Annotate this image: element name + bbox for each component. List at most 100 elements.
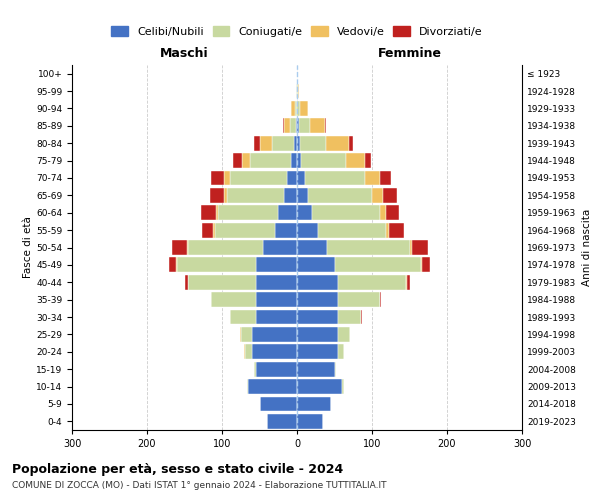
Bar: [287, 170, 297, 186]
Bar: [250, 153, 291, 168]
Y-axis label: Fasce di età: Fasce di età: [23, 216, 33, 278]
Bar: [245, 344, 252, 359]
Bar: [210, 188, 223, 202]
Bar: [338, 275, 406, 289]
Bar: [406, 275, 407, 289]
Bar: [297, 188, 308, 202]
Bar: [297, 153, 301, 168]
Bar: [256, 310, 297, 324]
Bar: [310, 118, 325, 133]
Bar: [188, 275, 256, 289]
Bar: [284, 188, 297, 202]
Bar: [297, 414, 323, 428]
Bar: [218, 206, 278, 220]
Bar: [297, 327, 338, 342]
Bar: [325, 118, 326, 133]
Bar: [229, 310, 256, 324]
Bar: [349, 136, 353, 150]
Bar: [297, 275, 338, 289]
Bar: [242, 153, 250, 168]
Bar: [338, 292, 380, 307]
Bar: [177, 258, 256, 272]
Bar: [297, 84, 298, 98]
Bar: [248, 379, 297, 394]
Bar: [267, 414, 297, 428]
Bar: [224, 170, 230, 186]
Bar: [284, 118, 290, 133]
Bar: [215, 222, 275, 238]
Bar: [386, 222, 389, 238]
Bar: [335, 258, 421, 272]
Bar: [422, 258, 430, 272]
Bar: [297, 310, 338, 324]
Bar: [297, 118, 299, 133]
Bar: [297, 136, 300, 150]
Text: Maschi: Maschi: [160, 47, 209, 60]
Bar: [256, 362, 297, 376]
Bar: [335, 362, 336, 376]
Bar: [216, 206, 218, 220]
Bar: [211, 170, 224, 186]
Bar: [346, 153, 365, 168]
Bar: [389, 222, 404, 238]
Bar: [260, 136, 271, 150]
Bar: [297, 206, 312, 220]
Bar: [318, 222, 386, 238]
Bar: [297, 344, 338, 359]
Bar: [201, 206, 216, 220]
Bar: [213, 222, 215, 238]
Bar: [291, 101, 295, 116]
Legend: Celibi/Nubili, Coniugati/e, Vedovi/e, Divorziati/e: Celibi/Nubili, Coniugati/e, Vedovi/e, Di…: [108, 23, 486, 40]
Bar: [260, 396, 297, 411]
Bar: [176, 258, 177, 272]
Bar: [301, 153, 346, 168]
Bar: [380, 170, 391, 186]
Bar: [240, 327, 241, 342]
Bar: [365, 170, 380, 186]
Bar: [372, 188, 383, 202]
Bar: [338, 327, 349, 342]
Bar: [223, 188, 227, 202]
Bar: [275, 222, 297, 238]
Bar: [297, 396, 331, 411]
Bar: [297, 170, 305, 186]
Bar: [380, 206, 386, 220]
Bar: [185, 275, 188, 289]
Bar: [187, 240, 188, 255]
Bar: [297, 258, 335, 272]
Bar: [247, 379, 248, 394]
Text: Popolazione per età, sesso e stato civile - 2024: Popolazione per età, sesso e stato civil…: [12, 462, 343, 475]
Bar: [365, 153, 371, 168]
Bar: [412, 240, 428, 255]
Bar: [252, 327, 297, 342]
Bar: [283, 118, 284, 133]
Bar: [300, 101, 308, 116]
Bar: [383, 188, 397, 202]
Bar: [380, 292, 381, 307]
Bar: [256, 292, 297, 307]
Bar: [294, 136, 297, 150]
Bar: [298, 84, 299, 98]
Bar: [256, 258, 297, 272]
Bar: [297, 362, 335, 376]
Bar: [172, 240, 187, 255]
Bar: [312, 206, 380, 220]
Bar: [297, 379, 342, 394]
Bar: [407, 275, 410, 289]
Bar: [300, 136, 326, 150]
Bar: [297, 292, 338, 307]
Bar: [230, 170, 287, 186]
Bar: [338, 310, 361, 324]
Bar: [326, 136, 349, 150]
Bar: [278, 206, 297, 220]
Bar: [291, 153, 297, 168]
Bar: [169, 258, 176, 272]
Bar: [296, 118, 297, 133]
Bar: [263, 240, 297, 255]
Bar: [202, 222, 213, 238]
Bar: [254, 136, 260, 150]
Bar: [327, 240, 409, 255]
Bar: [297, 222, 318, 238]
Bar: [271, 136, 294, 150]
Bar: [295, 101, 297, 116]
